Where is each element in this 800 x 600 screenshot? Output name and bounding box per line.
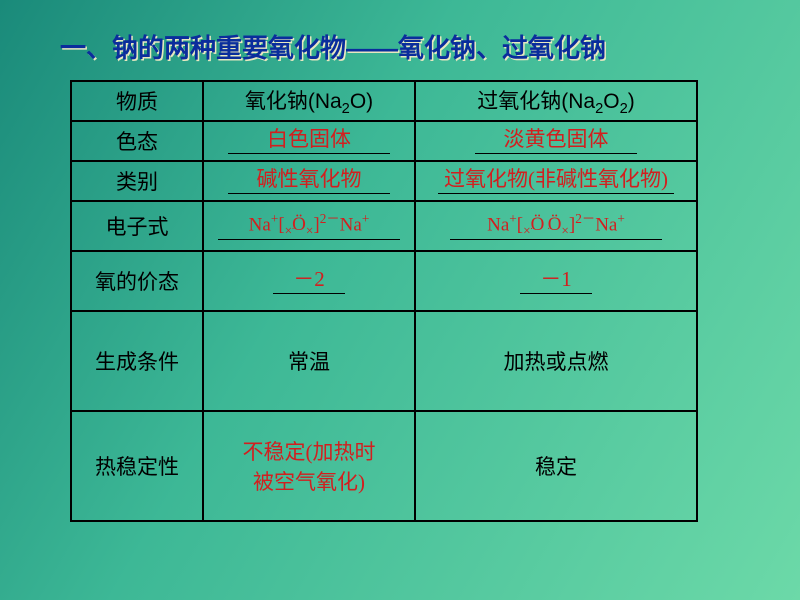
answer-oxstate-na2o: －2 <box>273 268 345 293</box>
answer-color-na2o: 白色固体 <box>228 128 390 153</box>
row-oxstate-label: 氧的价态 <box>71 251 203 311</box>
row-category-na2o2: 过氧化物(非碱性氧化物) <box>415 161 697 201</box>
answer-elec-na2o: Na+[×Ö¨×]2－Na+ <box>218 212 400 241</box>
row-stability-na2o2: 稳定 <box>415 411 697 521</box>
header-na2o-suffix: O) <box>350 90 373 113</box>
header-na2o: 氧化钠(Na2O) <box>203 81 415 121</box>
slide-title: 一、钠的两种重要氧化物——氧化钠、过氧化钠 <box>60 28 606 65</box>
row-category-na2o: 碱性氧化物 <box>203 161 415 201</box>
row-oxstate-na2o2: －1 <box>415 251 697 311</box>
answer-stability-na2o-l1: 不稳定(加热时 <box>243 440 376 464</box>
header-na2o-prefix: 氧化钠(Na <box>245 90 342 113</box>
row-condition-label: 生成条件 <box>71 311 203 411</box>
row-color-na2o2: 淡黄色固体 <box>415 121 697 161</box>
row-elec-na2o: Na+[×Ö¨×]2－Na+ <box>203 201 415 251</box>
header-na2o2-suffix: ) <box>628 90 635 113</box>
row-color-na2o: 白色固体 <box>203 121 415 161</box>
comparison-table: 物质 氧化钠(Na2O) 过氧化钠(Na2O2) 色态 白色固体 淡黄色固体 类… <box>70 80 698 522</box>
answer-color-na2o2: 淡黄色固体 <box>475 128 637 153</box>
answer-category-na2o: 碱性氧化物 <box>228 168 390 193</box>
row-condition-na2o: 常温 <box>203 311 415 411</box>
answer-category-na2o2: 过氧化物(非碱性氧化物) <box>438 168 674 193</box>
row-stability-na2o: 不稳定(加热时 被空气氧化) <box>203 411 415 521</box>
header-property: 物质 <box>71 81 203 121</box>
answer-elec-na2o2: Na+[×Ö¨ Ö¨×]2－Na+ <box>450 212 662 241</box>
row-elec-na2o2: Na+[×Ö¨ Ö¨×]2－Na+ <box>415 201 697 251</box>
header-na2o2: 过氧化钠(Na2O2) <box>415 81 697 121</box>
row-oxstate-na2o: －2 <box>203 251 415 311</box>
row-elec-label: 电子式 <box>71 201 203 251</box>
row-stability-label: 热稳定性 <box>71 411 203 521</box>
row-category-label: 类别 <box>71 161 203 201</box>
answer-stability-na2o-l2: 被空气氧化) <box>253 470 365 494</box>
header-na2o2-prefix: 过氧化钠(Na <box>477 90 595 113</box>
row-color-label: 色态 <box>71 121 203 161</box>
row-condition-na2o2: 加热或点燃 <box>415 311 697 411</box>
answer-oxstate-na2o2: －1 <box>520 268 592 293</box>
